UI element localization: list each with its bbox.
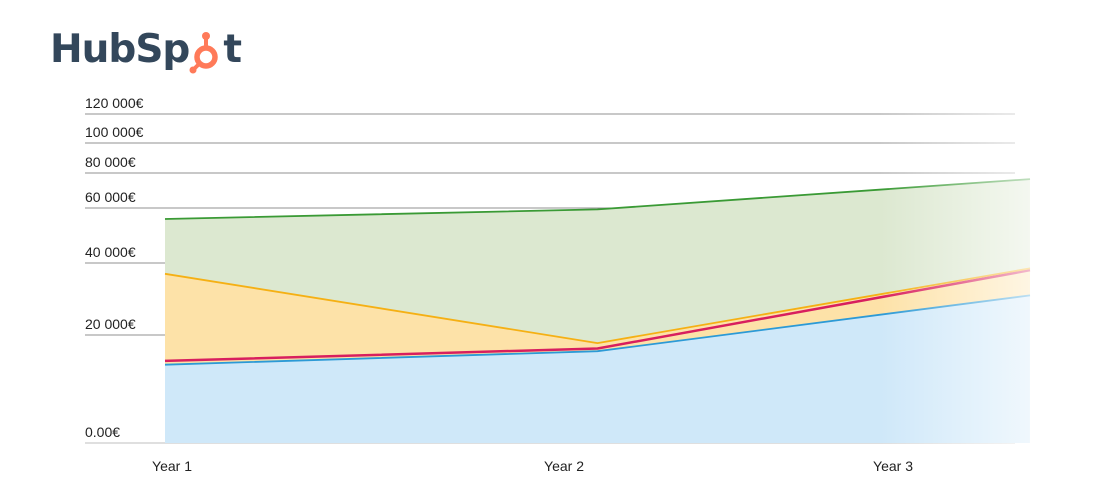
hubspot-logo: HubSp t xyxy=(50,24,242,74)
right-fade-overlay xyxy=(880,100,1100,445)
sprocket-icon xyxy=(189,32,219,74)
y-tick-label: 100 000€ xyxy=(85,124,144,140)
label-layer: 0.00€ 20 000€ 40 000€ 60 000€ 80 000€ 100 000… xyxy=(85,95,913,474)
logo-text-left: HubSp xyxy=(50,26,190,72)
x-tick-label: Year 3 xyxy=(873,458,913,474)
y-tick-label: 80 000€ xyxy=(85,154,136,170)
x-tick-label: Year 2 xyxy=(544,458,584,474)
y-tick-label: 60 000€ xyxy=(85,189,136,205)
area-layer xyxy=(165,179,1030,443)
y-tick-label: 0.00€ xyxy=(85,424,120,440)
y-tick-label: 20 000€ xyxy=(85,316,136,332)
y-tick-label: 120 000€ xyxy=(85,95,144,111)
x-tick-label: Year 1 xyxy=(152,458,192,474)
series-area xyxy=(165,295,1030,443)
y-tick-label: 40 000€ xyxy=(85,244,136,260)
logo-text-right: t xyxy=(223,26,242,72)
